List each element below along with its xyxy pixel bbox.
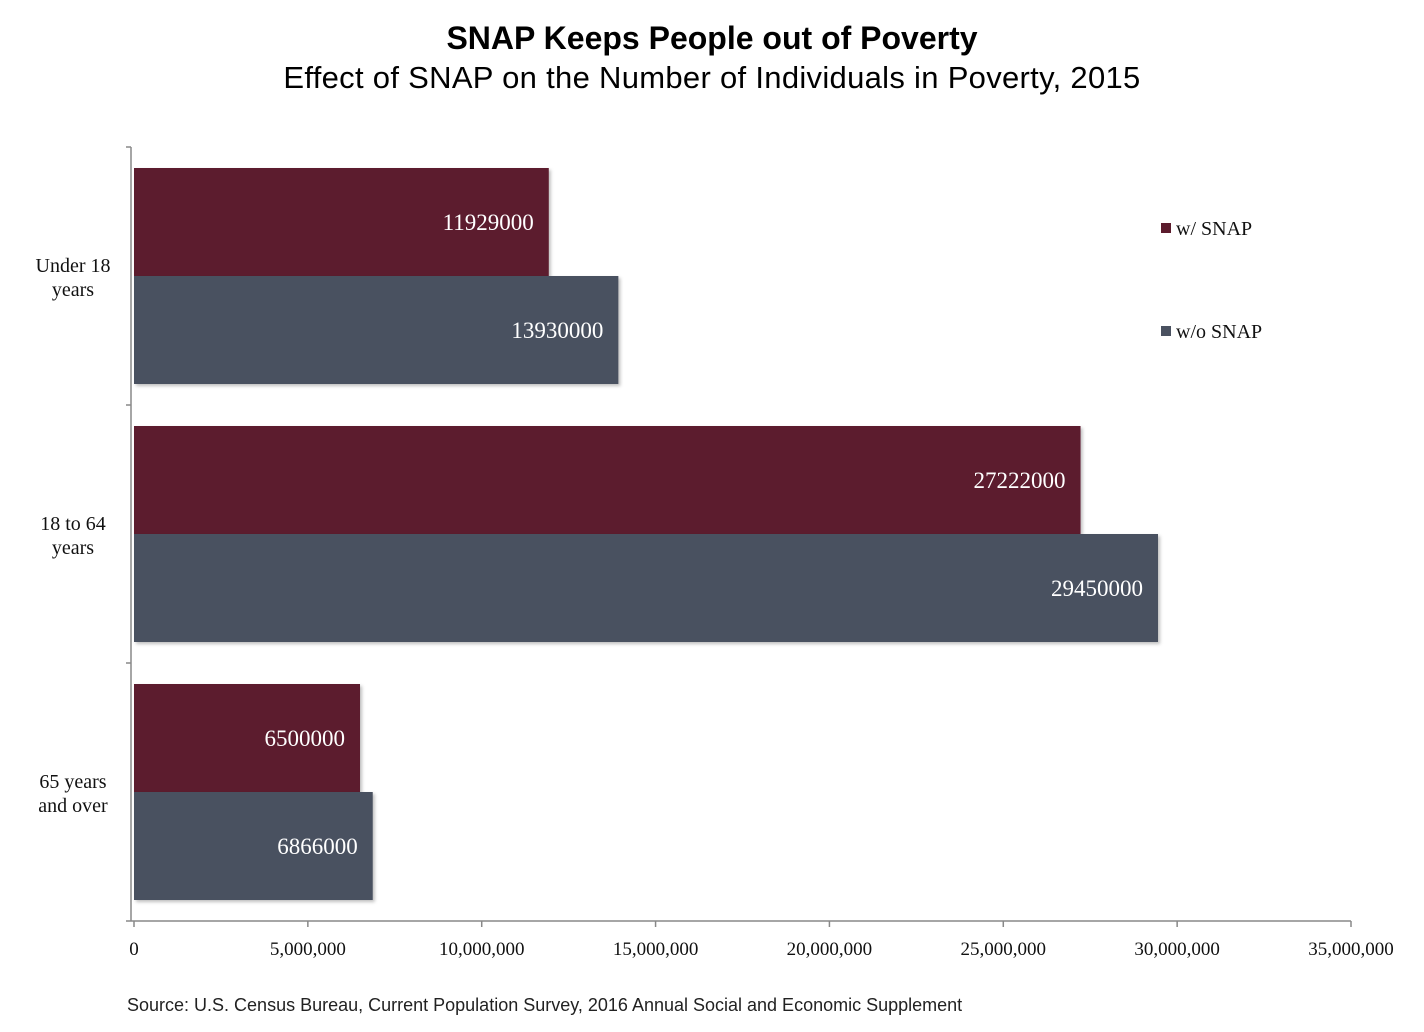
bar-with-snap	[134, 426, 1081, 534]
bar-data-label: 11929000	[443, 210, 534, 235]
bar-without-snap	[134, 534, 1159, 642]
axes: 0 5,000,000 10,000,000 15,000,000 20,000,000…	[36, 146, 1394, 960]
x-tick-label: 0	[129, 939, 139, 960]
legend-label: w/ SNAP	[1176, 218, 1252, 240]
chart-subtitle: Effect of SNAP on the Number of Individu…	[283, 60, 1141, 95]
bar-data-label: 29450000	[1051, 576, 1143, 601]
bar-data-label: 27222000	[974, 468, 1066, 493]
bars	[134, 168, 1159, 900]
x-tick-label: 35,000,000	[1308, 939, 1394, 960]
legend-swatch	[1161, 326, 1171, 336]
legend: w/ SNAP w/o SNAP	[1161, 218, 1262, 343]
bar-with-snap	[134, 168, 549, 276]
x-tick-label: 30,000,000	[1134, 939, 1220, 960]
bar-data-label: 6866000	[277, 834, 358, 859]
bar-without-snap	[134, 276, 619, 384]
data-labels: 11929000 13930000 27222000 29450000 6500000 6…	[265, 210, 1144, 859]
bar-data-label: 6500000	[265, 726, 346, 751]
source-note: Source: U.S. Census Bureau, Current Popu…	[127, 995, 963, 1015]
chart-title: SNAP Keeps People out of Poverty	[446, 20, 978, 56]
bar-data-label: 13930000	[511, 318, 603, 343]
legend-swatch	[1161, 223, 1171, 233]
x-tick-label: 25,000,000	[961, 939, 1047, 960]
legend-label: w/o SNAP	[1176, 321, 1262, 343]
x-tick-label: 20,000,000	[787, 939, 873, 960]
y-category-label: Under 18 years	[36, 255, 111, 301]
bar-without-snap	[134, 792, 373, 900]
bar-with-snap	[134, 684, 361, 792]
x-tick-label: 15,000,000	[613, 939, 699, 960]
y-category-label: 65 years and over	[38, 771, 108, 817]
x-tick-label: 5,000,000	[270, 939, 346, 960]
x-tick-label: 10,000,000	[439, 939, 525, 960]
y-category-label: 18 to 64 years	[40, 513, 106, 559]
